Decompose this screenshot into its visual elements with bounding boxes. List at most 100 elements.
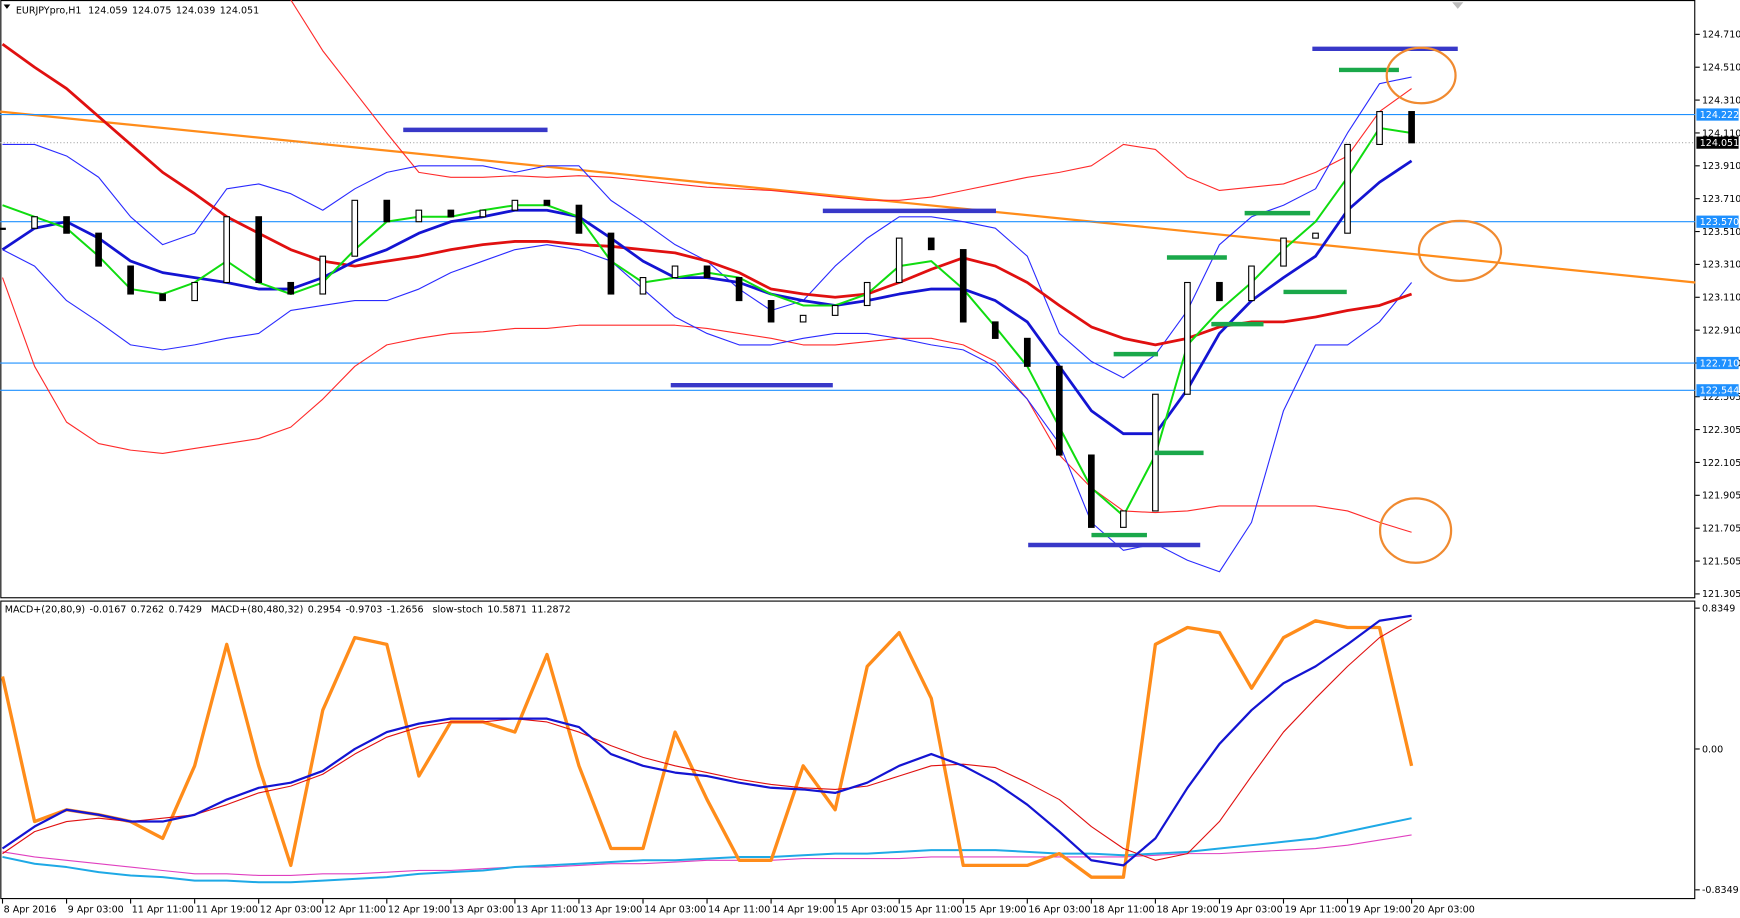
indicator-value: 0.7429 [169, 605, 202, 616]
y-tick-label: 122.105 [1702, 458, 1740, 469]
candle [895, 237, 903, 284]
y-tick-label: 124.510 [1702, 63, 1740, 74]
x-tick-label: 14 Apr 11:00 [708, 904, 770, 915]
y-tick-label: 124.310 [1702, 95, 1740, 106]
x-tick-label: 15 Apr 19:00 [964, 904, 1026, 915]
y-tick-label: 122.305 [1702, 425, 1740, 436]
candle [1248, 265, 1255, 302]
y-tick-label: 123.510 [1702, 227, 1740, 238]
level-label-box [1696, 108, 1739, 121]
y-tick-label: 123.710 [1702, 194, 1740, 205]
x-tick-label: 14 Apr 03:00 [644, 904, 706, 915]
menu-arrow [3, 4, 11, 9]
candle [799, 314, 807, 323]
x-tick-label: 19 Apr 11:00 [1285, 904, 1347, 915]
level-label: 123.570 [1700, 217, 1739, 228]
level-label: 124.222 [1700, 110, 1739, 121]
indicator-name: MACD+(20,80,9) [5, 605, 85, 616]
x-tick-label: 13 Apr 03:00 [452, 904, 514, 915]
x-tick-label: 15 Apr 03:00 [836, 904, 898, 915]
y-tick-label: 123.310 [1702, 260, 1740, 271]
candle [1184, 281, 1191, 395]
candle [1120, 510, 1127, 528]
sub-panel-frame [0, 600, 1696, 900]
x-tick-label: 19 Apr 03:00 [1221, 904, 1283, 915]
candle [991, 321, 999, 339]
low: 124.039 [176, 5, 215, 16]
candle [95, 232, 102, 267]
candle [447, 209, 455, 218]
sub-panel: 0.8349 0.00 -0.8349 [0, 603, 1739, 896]
candle [479, 209, 487, 218]
close: 124.051 [220, 5, 259, 16]
x-tick-label: 13 Apr 11:00 [516, 904, 578, 915]
candle [607, 232, 615, 295]
x-tick-label: 18 Apr 19:00 [1157, 904, 1219, 915]
candle [831, 304, 839, 316]
y-tick-label: 121.705 [1702, 524, 1740, 535]
trendline [0, 110, 1696, 284]
shift-marker [1452, 2, 1464, 9]
indicator-line [1, 277, 1412, 533]
candle [223, 216, 231, 284]
candle [0, 227, 6, 230]
annotations [3, 2, 1503, 564]
x-tick-label: 9 Apr 03:00 [68, 904, 124, 915]
x-tick-label: 16 Apr 03:00 [1028, 904, 1090, 915]
y-tick-label: 122.910 [1702, 325, 1740, 336]
x-tick-label: 13 Apr 19:00 [580, 904, 642, 915]
candle [1280, 237, 1287, 267]
y-tick-label: 123.910 [1702, 161, 1740, 172]
candle [1088, 454, 1095, 528]
y-tick-label: 122.505 [1702, 392, 1740, 403]
x-tick-label: 18 Apr 11:00 [1092, 904, 1154, 915]
candle [959, 249, 967, 323]
open: 124.059 [88, 5, 127, 16]
price-label: 124.051 [1700, 138, 1739, 149]
indicator-name: MACD+(80,480,32) [211, 605, 304, 616]
x-tick-label: 12 Apr 11:00 [324, 904, 386, 915]
level-label-box [1696, 384, 1739, 397]
x-tick-label: 15 Apr 11:00 [900, 904, 962, 915]
candle [255, 216, 263, 284]
high: 124.075 [132, 5, 171, 16]
y-tick-label: 121.305 [1702, 589, 1740, 600]
candle [927, 237, 935, 251]
x-tick-label: 12 Apr 19:00 [388, 904, 450, 915]
indicator-value: -0.0167 [90, 605, 127, 616]
symbol: EURJPYpro,H1 [16, 5, 82, 16]
main-panel-frame [0, 0, 1696, 599]
y-tick-label: 124.110 [1702, 128, 1740, 139]
chart-header: EURJPYpro,H1 124.059 124.075 124.039 124.051 [16, 5, 259, 16]
candle [639, 277, 647, 295]
candle [1408, 111, 1415, 144]
highlight-circle [1378, 497, 1453, 564]
indicator-line [2, 618, 1412, 861]
indicator-value: -1.2656 [387, 605, 424, 616]
candle [159, 293, 166, 302]
candle [735, 277, 743, 302]
y-tick-label: 123.110 [1702, 293, 1740, 304]
candle [575, 204, 583, 234]
candle [63, 216, 70, 234]
indicator-line [2, 834, 1412, 877]
candle [191, 281, 198, 302]
x-tick-label: 14 Apr 19:00 [772, 904, 834, 915]
y-tick-label: 0.8349 [1702, 603, 1735, 614]
candle [1344, 143, 1351, 234]
highlight-circle [1417, 219, 1503, 282]
indicator-value: 10.5871 [487, 605, 526, 616]
indicator-line [1, 43, 1413, 347]
candle [1376, 111, 1383, 146]
candle [543, 199, 551, 206]
candle [287, 281, 295, 295]
indicator-line [2, 244, 1413, 573]
candle [415, 209, 423, 223]
y-tick-label: 121.905 [1702, 491, 1740, 502]
candle [511, 199, 519, 211]
candle [671, 265, 679, 279]
y-tick-label: 0.00 [1702, 744, 1723, 755]
indicator-value: 11.2872 [531, 605, 570, 616]
